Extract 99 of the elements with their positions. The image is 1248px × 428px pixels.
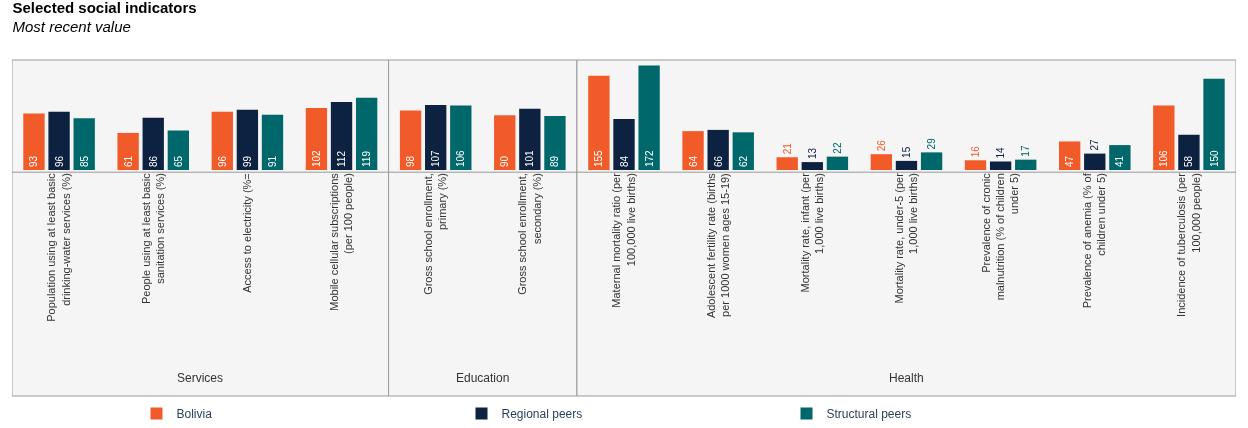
bar xyxy=(494,115,516,170)
band-label: Education xyxy=(456,371,510,385)
chart-title: Selected social indicators xyxy=(12,0,197,16)
data-label: 90 xyxy=(499,155,511,167)
x-tick-label: Population using at least basic drinking-water services (%) xyxy=(45,172,72,322)
data-label: 93 xyxy=(28,155,40,167)
x-tick-label: Access to electricity (%= xyxy=(240,173,253,293)
bar xyxy=(142,117,164,170)
data-label: 112 xyxy=(336,150,348,167)
data-label: 86 xyxy=(147,155,159,167)
bar xyxy=(964,160,987,170)
data-label: 26 xyxy=(875,139,887,152)
bar xyxy=(682,131,704,170)
bar xyxy=(73,118,95,170)
bar xyxy=(826,156,849,170)
bar xyxy=(1084,153,1106,170)
bar xyxy=(1015,159,1037,170)
data-label: 22 xyxy=(831,142,843,154)
data-label: 96 xyxy=(216,155,228,167)
bar xyxy=(167,130,190,170)
bar xyxy=(211,111,233,170)
band-label: Services xyxy=(177,371,224,385)
data-label: 91 xyxy=(266,155,278,167)
bar xyxy=(48,111,70,170)
bar xyxy=(425,104,447,170)
data-label: 98 xyxy=(405,155,417,167)
bar xyxy=(613,118,635,170)
x-tick-label: Incidence of tuberculosis (per 100,000 people) xyxy=(1175,172,1202,317)
data-label: 84 xyxy=(618,155,630,167)
bar xyxy=(707,129,729,170)
bar xyxy=(261,114,284,170)
bar xyxy=(544,115,566,170)
bar xyxy=(330,101,353,170)
data-label: 102 xyxy=(310,149,322,167)
data-label: 65 xyxy=(172,155,184,167)
data-label: 21 xyxy=(781,142,793,155)
x-tick-label: Mortality rate, under-5 (per 1,000 live births) xyxy=(892,172,920,304)
data-label: 106 xyxy=(455,149,467,167)
data-label: 101 xyxy=(524,149,536,167)
data-label: 14 xyxy=(995,146,1007,159)
data-label: 106 xyxy=(1158,149,1170,167)
data-label: 85 xyxy=(78,155,90,167)
x-tick-label: Adolescent fertility rate (births per 1000 women ages 15-19) xyxy=(704,172,731,319)
data-label: 96 xyxy=(53,155,65,167)
data-label: 13 xyxy=(806,147,818,160)
bar xyxy=(1178,134,1200,170)
bar xyxy=(450,105,472,170)
legend-label: Structural peers xyxy=(826,407,912,422)
data-label: 17 xyxy=(1020,145,1032,157)
bar xyxy=(355,97,378,170)
data-label: 107 xyxy=(430,149,442,167)
data-label: 172 xyxy=(643,149,655,167)
bar xyxy=(776,157,798,170)
bar xyxy=(870,154,893,170)
bar xyxy=(1109,145,1131,170)
x-tick-label: Prevalence of cronic malnutrition (% of children under 5) xyxy=(979,172,1021,301)
chart-subtitle: Most recent value xyxy=(12,18,131,36)
data-label: 15 xyxy=(900,146,912,158)
bar xyxy=(519,108,541,170)
data-label: 99 xyxy=(241,155,253,167)
bar xyxy=(23,113,45,170)
bar xyxy=(236,109,259,170)
data-label: 66 xyxy=(712,155,724,167)
bar xyxy=(399,110,422,170)
data-label: 119 xyxy=(361,150,373,167)
x-tick-label: Maternal mortality ratio (per 100,000 live births) xyxy=(610,172,637,308)
x-tick-label: Mobile cellular subscriptions (per 100 people) xyxy=(327,172,355,311)
bar xyxy=(1203,78,1225,170)
legend-label: Bolivia xyxy=(176,407,213,422)
band-label: Health xyxy=(889,371,924,385)
bar xyxy=(920,152,943,170)
data-label: 150 xyxy=(1208,149,1220,167)
data-label: 41 xyxy=(1114,155,1126,167)
data-label: 47 xyxy=(1064,155,1076,167)
data-label: 16 xyxy=(970,145,982,158)
x-tick-label: Gross school enrollment, primary (%) xyxy=(422,173,449,295)
bar xyxy=(801,162,823,170)
data-label: 62 xyxy=(737,155,749,167)
data-label: 64 xyxy=(687,155,699,167)
bar xyxy=(588,75,610,170)
bar xyxy=(305,108,328,170)
data-label: 29 xyxy=(926,137,938,150)
x-tick-label: Gross school enrollment, secondary (%) xyxy=(516,173,543,295)
bar xyxy=(895,160,918,170)
bar xyxy=(732,132,754,170)
x-tick-label: Prevalence of anemia (% of children under 5) xyxy=(1081,172,1108,309)
data-label: 61 xyxy=(122,155,134,167)
x-tick-label: Mortality rate, infant (per 1,000 live births) xyxy=(798,172,826,293)
data-label: 155 xyxy=(593,149,605,167)
legend-label: Regional peers xyxy=(501,407,583,422)
bar xyxy=(1153,105,1175,170)
data-label: 58 xyxy=(1183,155,1195,167)
x-tick-label: People using at least basic sanitation services (%) xyxy=(139,172,166,305)
data-label: 89 xyxy=(549,155,561,167)
bar xyxy=(638,65,660,170)
bar xyxy=(117,132,139,170)
bar xyxy=(989,161,1012,170)
data-label: 27 xyxy=(1089,139,1101,151)
bar xyxy=(1058,141,1081,170)
